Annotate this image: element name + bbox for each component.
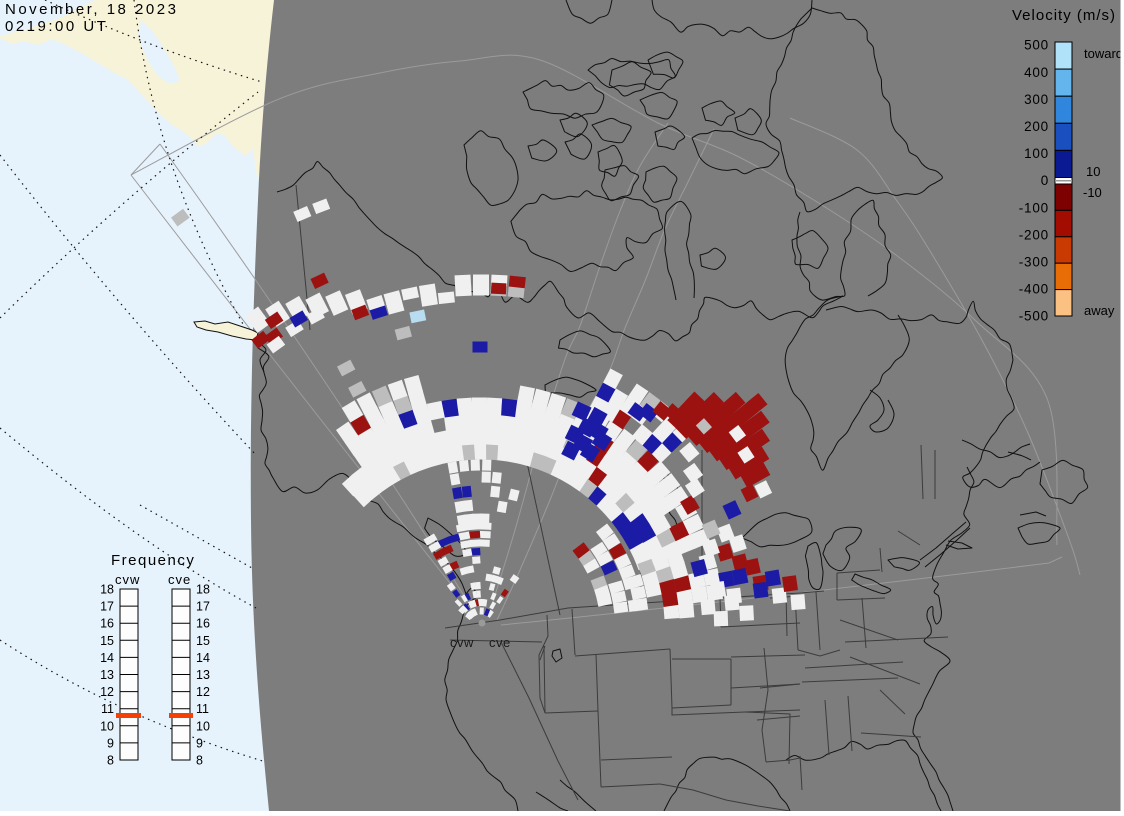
svg-text:0: 0	[1041, 173, 1049, 188]
svg-text:12: 12	[196, 685, 210, 699]
svg-text:16: 16	[196, 617, 210, 631]
svg-text:toward: toward	[1084, 46, 1123, 61]
svg-text:10: 10	[1086, 164, 1100, 179]
svg-text:away: away	[1084, 303, 1115, 318]
svg-text:November, 18 2023: November, 18 2023	[5, 1, 178, 18]
svg-text:13: 13	[100, 668, 114, 682]
svg-text:14: 14	[196, 651, 210, 665]
svg-text:11: 11	[196, 702, 209, 716]
svg-text:cvw: cvw	[450, 635, 474, 650]
svg-text:0219:00 UT: 0219:00 UT	[5, 18, 108, 35]
svg-text:cve: cve	[489, 635, 511, 650]
svg-text:-10: -10	[1083, 185, 1102, 200]
svg-text:Frequency: Frequency	[111, 552, 195, 569]
svg-text:15: 15	[100, 634, 114, 648]
svg-text:15: 15	[196, 634, 210, 648]
svg-text:10: 10	[100, 719, 114, 733]
svg-text:18: 18	[196, 583, 210, 597]
svg-text:8: 8	[107, 754, 114, 768]
svg-text:9: 9	[196, 736, 203, 750]
svg-text:16: 16	[100, 617, 114, 631]
svg-text:-100: -100	[1019, 200, 1049, 215]
svg-text:12: 12	[100, 685, 114, 699]
svg-text:17: 17	[196, 600, 210, 614]
svg-text:13: 13	[196, 668, 210, 682]
svg-text:300: 300	[1024, 92, 1049, 107]
svg-text:cve: cve	[168, 572, 191, 587]
svg-text:Velocity (m/s): Velocity (m/s)	[1012, 7, 1116, 24]
svg-text:cvw: cvw	[115, 572, 140, 587]
svg-text:-400: -400	[1019, 282, 1049, 297]
svg-text:9: 9	[107, 736, 114, 750]
svg-text:11: 11	[101, 702, 114, 716]
svg-text:-200: -200	[1019, 227, 1049, 242]
svg-text:100: 100	[1024, 146, 1049, 161]
svg-text:10: 10	[196, 719, 210, 733]
svg-text:-300: -300	[1019, 255, 1049, 270]
svg-text:500: 500	[1024, 38, 1049, 53]
svg-text:18: 18	[100, 583, 114, 597]
svg-text:-500: -500	[1019, 309, 1049, 324]
svg-text:200: 200	[1024, 119, 1049, 134]
svg-text:8: 8	[196, 754, 203, 768]
svg-text:17: 17	[100, 600, 114, 614]
svg-text:400: 400	[1024, 65, 1049, 80]
svg-text:14: 14	[100, 651, 114, 665]
